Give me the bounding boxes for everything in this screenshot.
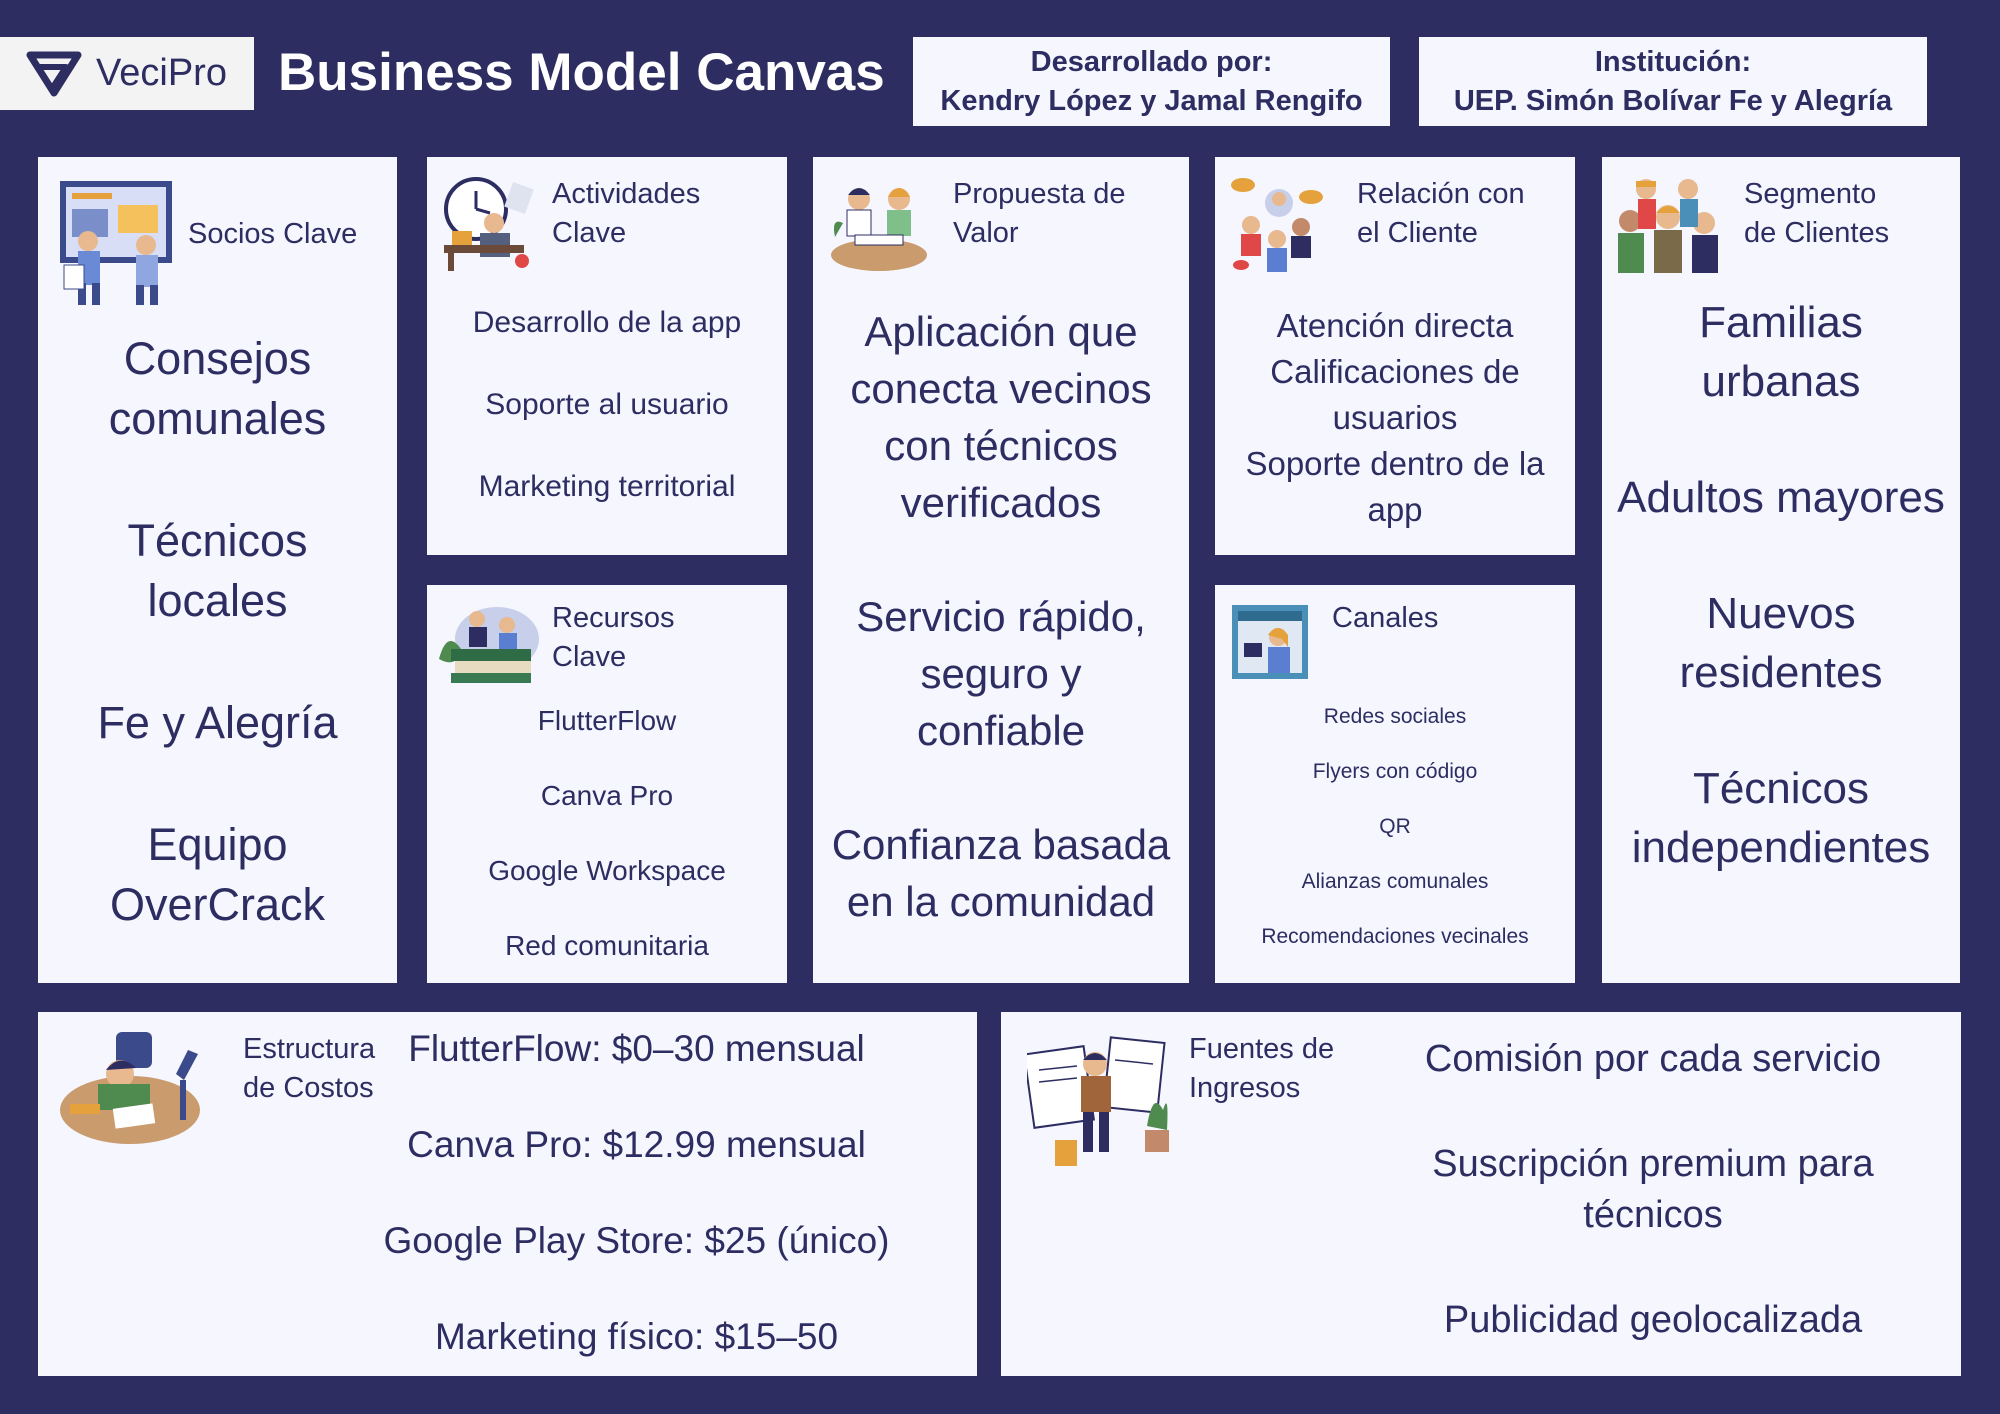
list-item: Red comunitaria bbox=[505, 930, 709, 961]
tired-student-desk-illustration-icon bbox=[60, 1032, 200, 1144]
customer-relationships-list: Atención directa Calificaciones de usuar… bbox=[1215, 303, 1575, 533]
developer-label: Desarrollado por: bbox=[1030, 45, 1273, 78]
list-item: Canva Pro: $12.99 mensual bbox=[407, 1124, 866, 1165]
title-line: el Cliente bbox=[1357, 217, 1478, 249]
title-line: de Clientes bbox=[1744, 217, 1890, 249]
key-activities-list: Desarrollo de la app Soporte al usuario … bbox=[427, 303, 787, 507]
list-item: FlutterFlow: $0–30 mensual bbox=[408, 1028, 865, 1069]
strategy-meeting-illustration-icon bbox=[60, 181, 172, 305]
key-resources-list: FlutterFlow Canva Pro Google Workspace R… bbox=[427, 702, 787, 965]
customer-segments-list: Familias urbanas Adultos mayores Nuevos … bbox=[1602, 293, 1960, 877]
list-item: Publicidad geolocalizada bbox=[1443, 1299, 1863, 1341]
list-item: Soporte al usuario bbox=[485, 388, 729, 421]
title-line: Relación con bbox=[1357, 178, 1525, 210]
customer-relationships-title: Relación con el Cliente bbox=[1357, 175, 1525, 253]
group-of-people-illustration-icon bbox=[1618, 179, 1718, 273]
list-item: Recomendaciones vecinales bbox=[1261, 925, 1529, 948]
list-item: Familias urbanas bbox=[1699, 298, 1863, 406]
title-line: Valor bbox=[953, 217, 1019, 249]
list-item: Canva Pro bbox=[540, 780, 674, 811]
revenue-streams-card: Fuentes de Ingresos Comisión por cada se… bbox=[1001, 1012, 1961, 1376]
channels-list: Redes sociales Flyers con código QR Alia… bbox=[1215, 702, 1575, 952]
list-item: QR bbox=[1379, 815, 1411, 838]
title-line: Clave bbox=[552, 217, 627, 249]
list-item: Google Workspace bbox=[488, 855, 726, 886]
title-line: Actividades bbox=[552, 178, 701, 210]
list-item: Consejos comunales bbox=[108, 333, 327, 444]
list-item: Google Play Store: $25 (único) bbox=[383, 1220, 890, 1261]
list-item: Equipo OverCrack bbox=[109, 819, 326, 930]
person-in-window-illustration-icon bbox=[1232, 605, 1308, 679]
cost-structure-title: Estructura de Costos bbox=[243, 1030, 375, 1108]
team-working-illustration-icon bbox=[831, 188, 927, 271]
list-item: Soporte dentro de la app bbox=[1245, 445, 1545, 528]
channels-card: Canales Redes sociales Flyers con código… bbox=[1215, 585, 1575, 983]
people-on-books-illustration-icon bbox=[439, 607, 539, 683]
title-line: Segmento bbox=[1744, 178, 1877, 210]
list-item: Confianza basada en la comunidad bbox=[831, 821, 1171, 925]
key-activities-card: Actividades Clave Desarrollo de la app S… bbox=[427, 157, 787, 555]
key-resources-card: Recursos Clave FlutterFlow Canva Pro Goo… bbox=[427, 585, 787, 983]
list-item: Desarrollo de la app bbox=[472, 306, 742, 339]
people-chatting-illustration-icon bbox=[1231, 178, 1323, 272]
logo-text: VeciPro bbox=[96, 52, 227, 94]
institution-info: Institución: UEP. Simón Bolívar Fe y Ale… bbox=[1419, 37, 1927, 126]
value-proposition-card: Propuesta de Valor Aplicación que conect… bbox=[813, 157, 1189, 983]
key-partners-card: Socios Clave Consejos comunales Técnicos… bbox=[38, 157, 397, 983]
cost-structure-card: Estructura de Costos FlutterFlow: $0–30 … bbox=[38, 1012, 977, 1376]
key-resources-title: Recursos Clave bbox=[552, 599, 675, 677]
developer-names: Kendry López y Jamal Rengifo bbox=[940, 84, 1363, 117]
customer-segments-card: Segmento de Clientes Familias urbanas Ad… bbox=[1602, 157, 1960, 983]
title-line: Propuesta de bbox=[953, 178, 1126, 210]
office-worker-clock-illustration-icon bbox=[444, 177, 534, 271]
list-item: Aplicación que conecta vecinos con técni… bbox=[850, 308, 1152, 526]
value-proposition-title: Propuesta de Valor bbox=[953, 175, 1126, 253]
cost-structure-list: FlutterFlow: $0–30 mensual Canva Pro: $1… bbox=[328, 1024, 945, 1362]
list-item: Fe y Alegría bbox=[97, 697, 338, 748]
list-item: Adultos mayores bbox=[1617, 473, 1945, 522]
list-item: Alianzas comunales bbox=[1301, 870, 1489, 893]
list-item: Atención directa bbox=[1276, 307, 1514, 344]
revenue-streams-list: Comisión por cada servicio Suscripción p… bbox=[1353, 1034, 1953, 1346]
title-line: de Costos bbox=[243, 1072, 374, 1104]
list-item: Servicio rápido, seguro y confiable bbox=[856, 593, 1146, 754]
list-item: Redes sociales bbox=[1323, 705, 1467, 728]
title-line: Fuentes de bbox=[1189, 1033, 1335, 1065]
title-line: Estructura bbox=[243, 1033, 376, 1065]
list-item: FlutterFlow bbox=[537, 705, 677, 736]
channels-title: Canales bbox=[1332, 602, 1439, 634]
list-item: Técnicos independientes bbox=[1631, 764, 1931, 872]
list-item: Marketing físico: $15–50 bbox=[434, 1316, 839, 1357]
list-item: Técnicos locales bbox=[127, 515, 308, 626]
page-title: Business Model Canvas bbox=[278, 43, 885, 102]
revenue-streams-title: Fuentes de Ingresos bbox=[1189, 1030, 1334, 1108]
customer-segments-title: Segmento de Clientes bbox=[1744, 175, 1889, 253]
key-partners-list: Consejos comunales Técnicos locales Fe y… bbox=[38, 329, 397, 935]
list-item: Marketing territorial bbox=[478, 470, 736, 503]
logo: VeciPro bbox=[0, 37, 254, 110]
vecipro-logo-icon bbox=[26, 51, 82, 96]
developer-info: Desarrollado por: Kendry López y Jamal R… bbox=[913, 37, 1390, 126]
institution-name: UEP. Simón Bolívar Fe y Alegría bbox=[1453, 84, 1893, 117]
institution-label: Institución: bbox=[1594, 45, 1752, 78]
list-item: Calificaciones de usuarios bbox=[1270, 353, 1520, 436]
title-line: Clave bbox=[552, 641, 627, 673]
key-partners-title: Socios Clave bbox=[188, 218, 358, 250]
list-item: Nuevos residentes bbox=[1679, 589, 1883, 697]
value-proposition-list: Aplicación que conecta vecinos con técni… bbox=[813, 303, 1189, 930]
customer-relationships-card: Relación con el Cliente Atención directa… bbox=[1215, 157, 1575, 555]
title-line: Recursos bbox=[552, 602, 675, 634]
person-with-documents-illustration-icon bbox=[1027, 1036, 1169, 1166]
list-item: Comisión por cada servicio bbox=[1424, 1038, 1882, 1080]
list-item: Suscripción premium para técnicos bbox=[1432, 1143, 1874, 1236]
key-activities-title: Actividades Clave bbox=[552, 175, 700, 253]
title-line: Ingresos bbox=[1189, 1072, 1301, 1104]
list-item: Flyers con código bbox=[1312, 760, 1478, 783]
